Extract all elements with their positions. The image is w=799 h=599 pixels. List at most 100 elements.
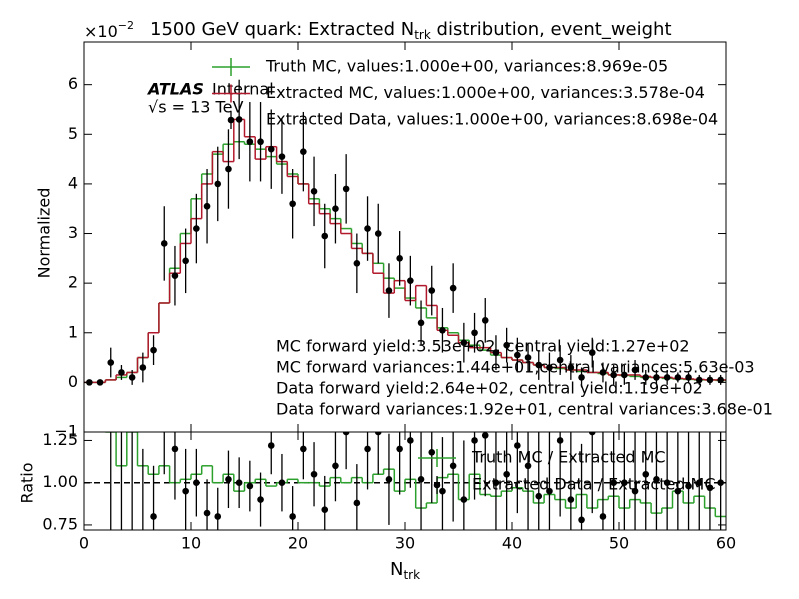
data-point — [471, 329, 478, 337]
x-axis-label: Ntrk — [390, 559, 420, 582]
data-point — [428, 287, 436, 294]
data-point — [663, 374, 671, 381]
data-point — [706, 376, 714, 384]
data-point — [161, 412, 168, 419]
data-point — [257, 496, 264, 503]
data-point — [599, 513, 607, 520]
data-point — [631, 487, 639, 495]
data-point — [214, 180, 222, 188]
y-tick-label: 1.25 — [42, 430, 78, 449]
y-tick-label: 1.00 — [42, 472, 78, 491]
data-point — [96, 379, 104, 386]
data-point — [364, 225, 371, 232]
data-point — [717, 376, 724, 384]
data-point — [631, 366, 639, 374]
data-point — [289, 513, 296, 520]
experiment-energy: √s = 13 TeV — [148, 98, 243, 117]
data-point — [342, 185, 350, 193]
data-point — [567, 364, 575, 371]
y-tick-label: 3 — [68, 223, 78, 242]
data-point — [706, 484, 714, 492]
data-point — [546, 364, 553, 371]
y-tick-label: 4 — [68, 173, 78, 192]
data-point — [578, 374, 585, 381]
legend-label: Extracted Data / Extracted MC — [472, 475, 716, 494]
title-subscript: trk — [414, 28, 431, 42]
ratio-frame — [83, 431, 727, 531]
data-point — [129, 564, 136, 571]
data-point — [556, 356, 564, 364]
legend-swatch — [433, 481, 441, 489]
y-tick-label: 6 — [68, 74, 78, 93]
data-point — [385, 476, 393, 483]
data-point — [150, 513, 157, 520]
data-point — [107, 378, 114, 385]
x-label-subscript: trk — [403, 568, 420, 582]
data-point — [246, 138, 254, 146]
data-point — [193, 479, 200, 486]
multiplier-exponent: −2 — [118, 19, 134, 32]
data-point — [471, 437, 478, 444]
x-tick-label: 30 — [395, 534, 415, 553]
data-point — [267, 145, 275, 153]
legend-swatch — [227, 116, 235, 124]
data-point — [300, 445, 307, 453]
data-point — [128, 374, 136, 381]
data-point — [374, 432, 382, 436]
data-point — [278, 153, 286, 160]
data-point — [695, 479, 703, 486]
data-point — [321, 506, 329, 514]
multiplier-base: ×10 — [84, 22, 118, 41]
data-point — [278, 479, 286, 486]
data-point — [642, 470, 650, 478]
data-point — [481, 317, 489, 324]
experiment-name: ATLAS — [146, 80, 204, 99]
annotation: Data forward variances:1.92e+01, central… — [276, 400, 773, 419]
data-point — [460, 339, 468, 346]
experiment-status: Internal — [212, 80, 274, 99]
y-axis-label: Normalized — [35, 188, 54, 279]
data-point — [439, 326, 446, 334]
data-point — [225, 476, 232, 483]
data-point — [588, 432, 596, 436]
data-point — [140, 547, 147, 554]
data-point — [374, 230, 382, 237]
data-point — [556, 437, 564, 444]
data-point — [653, 476, 660, 483]
x-tick-label: 20 — [288, 534, 308, 553]
data-point — [396, 445, 403, 453]
data-point — [685, 482, 692, 490]
data-point — [417, 476, 425, 483]
y-tick-label: −1 — [54, 422, 78, 441]
legend-label: Extracted Data, values:1.000e+00, varian… — [266, 110, 718, 129]
data-point — [257, 138, 264, 146]
ratio-plot — [84, 378, 726, 571]
data-point — [139, 364, 147, 371]
data-point — [353, 499, 361, 507]
data-point — [321, 232, 329, 240]
data-point — [235, 116, 243, 123]
data-point — [653, 374, 660, 381]
title-part: distribution, event_weight — [431, 19, 672, 40]
data-point — [621, 371, 628, 379]
data-point — [514, 442, 521, 449]
data-point — [417, 319, 425, 327]
data-point — [118, 412, 125, 419]
data-point — [396, 255, 403, 262]
data-point — [439, 487, 446, 495]
data-point — [685, 374, 692, 381]
title-part: 1500 GeV quark: Extracted N — [150, 19, 414, 40]
data-point — [460, 496, 468, 503]
data-point — [610, 371, 617, 379]
data-point — [524, 354, 532, 361]
y-tick-label: 1 — [68, 322, 78, 341]
annotation: MC forward yield:3.53e+02, central yield… — [276, 337, 690, 356]
data-point — [289, 200, 296, 208]
data-point — [663, 479, 671, 486]
data-point — [407, 277, 414, 284]
data-point — [621, 479, 628, 486]
data-point — [342, 432, 350, 436]
data-point — [578, 516, 585, 524]
